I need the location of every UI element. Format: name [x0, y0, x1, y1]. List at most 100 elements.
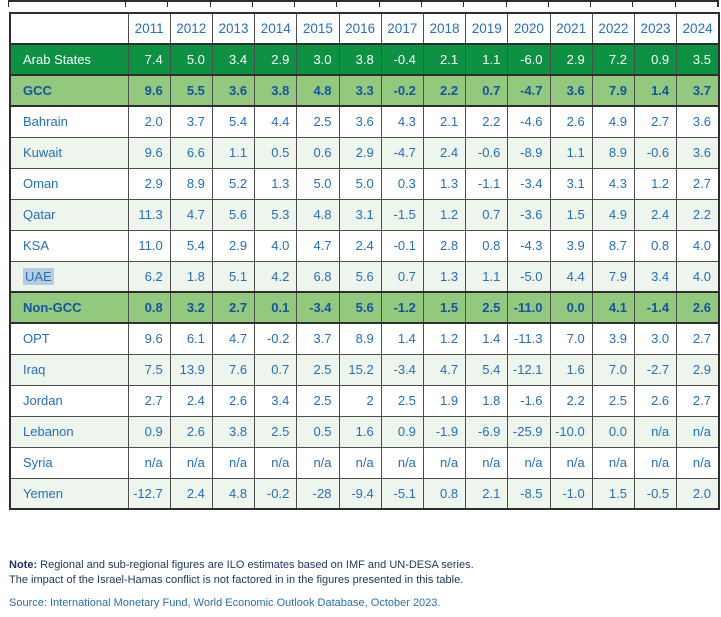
row-label: Syria	[9, 446, 129, 479]
value-cell: -10.0	[549, 415, 593, 448]
value-cell: 0.1	[254, 291, 298, 324]
value-cell: -6.0	[507, 43, 551, 76]
value-cell: 2.9	[127, 167, 171, 200]
value-cell: -8.9	[507, 136, 551, 169]
row-label: Iraq	[9, 353, 129, 386]
value-cell: 5.4	[465, 353, 509, 386]
value-cell: 9.6	[127, 74, 171, 107]
value-cell: 1.6	[549, 353, 593, 386]
value-cell: 2.4	[633, 198, 678, 231]
note-label: Note:	[9, 559, 38, 571]
value-cell: n/a	[211, 446, 256, 479]
value-cell: 15.2	[338, 353, 382, 386]
value-cell: 1.5	[549, 198, 593, 231]
edge-tick	[168, 2, 211, 7]
year-header: 2013	[211, 12, 256, 45]
value-cell: 0.7	[254, 353, 298, 386]
value-cell: 2.2	[676, 198, 720, 231]
value-cell: -11.3	[507, 322, 551, 355]
value-cell: -0.2	[254, 322, 298, 355]
value-cell: 2.4	[338, 229, 382, 262]
value-cell: 1.4	[380, 322, 424, 355]
value-cell: 4.2	[254, 260, 298, 293]
year-header: 2019	[465, 12, 509, 45]
value-cell: 4.7	[211, 322, 256, 355]
edge-tick	[549, 2, 592, 7]
value-cell: 2.6	[169, 415, 213, 448]
value-cell: 0.8	[127, 291, 171, 324]
value-cell: 9.6	[127, 322, 171, 355]
value-cell: n/a	[254, 446, 298, 479]
value-cell: 2.7	[676, 384, 720, 417]
value-cell: -6.9	[465, 415, 509, 448]
selected-text: UAE	[23, 267, 54, 285]
table-row: Jordan 2.7 2.4 2.6 3.4 2.5 2 2.5 1.9 1.8 -1.6 2.2 2.…	[9, 384, 720, 417]
value-cell: 2.5	[591, 384, 635, 417]
value-cell: 7.4	[127, 43, 171, 76]
edge-tick	[464, 2, 507, 7]
value-cell: 2.5	[296, 384, 340, 417]
edge-tick	[422, 2, 465, 7]
value-cell: -4.3	[507, 229, 551, 262]
year-header: 2018	[422, 12, 467, 45]
row-label: GCC	[9, 74, 129, 107]
value-cell: -1.4	[633, 291, 678, 324]
value-cell: 2.9	[211, 229, 256, 262]
table-header: 2011 2012 2013 2014 2015 2016 2017 2018 2019 2020…	[9, 12, 720, 45]
value-cell: 3.2	[169, 291, 213, 324]
value-cell: 2.5	[296, 353, 340, 386]
value-cell: 2.6	[549, 105, 593, 138]
value-cell: 0.8	[633, 229, 678, 262]
value-cell: 5.6	[211, 198, 256, 231]
value-cell: 2.7	[211, 291, 256, 324]
source-text: Source: International Monetary Fund, Wor…	[9, 597, 441, 609]
table-body: Arab States 7.4 5.0 3.4 2.9 3.0 3.8 -0.4 2.1 1.1-…	[9, 43, 720, 510]
value-cell: 2.7	[676, 322, 720, 355]
gdp-growth-table: 2011 2012 2013 2014 2015 2016 2017 2018 2019 2020…	[9, 12, 720, 510]
value-cell: -3.4	[380, 353, 424, 386]
value-cell: 2.7	[127, 384, 171, 417]
value-cell: 0.5	[296, 415, 340, 448]
value-cell: 3.6	[549, 74, 593, 107]
value-cell: -0.2	[380, 74, 424, 107]
value-cell: 5.0	[169, 43, 213, 76]
value-cell: 1.3	[422, 167, 467, 200]
value-cell: -1.2	[380, 291, 424, 324]
value-cell: 0.8	[465, 229, 509, 262]
row-label: Non-GCC	[9, 291, 129, 324]
value-cell: 2.6	[676, 291, 720, 324]
value-cell: 1.8	[465, 384, 509, 417]
footnotes: Note: Regional and sub-regional figures …	[9, 558, 709, 611]
value-cell: 8.9	[338, 322, 382, 355]
value-cell: n/a	[296, 446, 340, 479]
value-cell: 4.4	[254, 105, 298, 138]
value-cell: 4.9	[591, 105, 635, 138]
value-cell: 2.7	[633, 105, 678, 138]
value-cell: 6.2	[127, 260, 171, 293]
value-cell: -3.6	[507, 198, 551, 231]
value-cell: 8.9	[591, 136, 635, 169]
year-header: 2011	[127, 12, 171, 45]
value-cell: 3.4	[211, 43, 256, 76]
value-cell: n/a	[633, 446, 678, 479]
value-cell: 7.0	[549, 322, 593, 355]
edge-tick	[591, 2, 634, 7]
table-row: Bahrain 2.0 3.7 5.4 4.4 2.5 3.6 4.3 2.1 2.2 -4.6 2.…	[9, 105, 720, 138]
table-row: Syria n/a n/a n/a n/a n/a n/a n/a n/a n/a n/a n/a n/…	[9, 446, 720, 479]
value-cell: -1.9	[422, 415, 467, 448]
value-cell: 13.9	[169, 353, 213, 386]
row-label: Qatar	[9, 198, 129, 231]
value-cell: 2.0	[127, 105, 171, 138]
value-cell: 2.9	[338, 136, 382, 169]
value-cell: 2.0	[676, 477, 720, 510]
value-cell: -3.4	[296, 291, 340, 324]
value-cell: 2.6	[211, 384, 256, 417]
edge-tick	[211, 2, 253, 7]
table-row: Yemen -12.7 2.4 4.8 -0.2 -28 -9.4 -5.1 0.8 2.1 -8.…	[9, 477, 720, 510]
value-cell: 2.2	[422, 74, 467, 107]
value-cell: 1.4	[465, 322, 509, 355]
note-text: Note: Regional and sub-regional figures …	[9, 558, 709, 587]
value-cell: 2.1	[422, 105, 467, 138]
year-header: 2022	[591, 12, 635, 45]
table-row: Oman 2.9 8.9 5.2 1.3 5.0 5.0 0.3 1.3 -1.1 -3.4 3.1 4…	[9, 167, 720, 200]
